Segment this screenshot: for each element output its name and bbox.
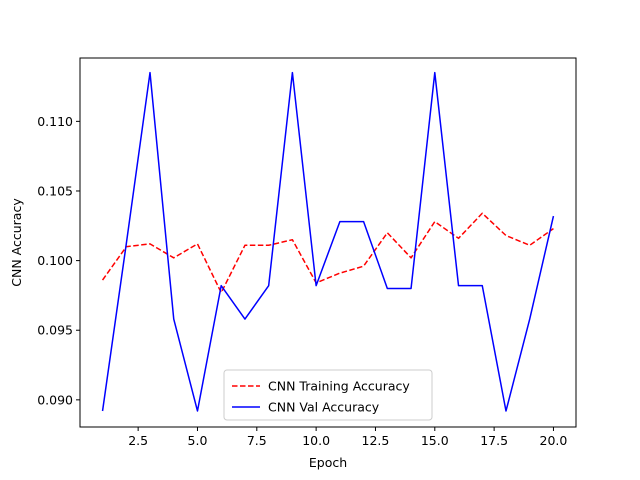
x-tick-label: 12.5 bbox=[362, 433, 390, 448]
x-axis: 2.5 5.0 7.5 10.0 12.5 15.0 17.5 20.0 bbox=[128, 427, 567, 448]
series-line-val bbox=[101, 71, 555, 412]
x-tick-label: 15.0 bbox=[421, 433, 449, 448]
y-axis-title: CNN Accuracy bbox=[9, 198, 24, 287]
x-tick-label: 2.5 bbox=[128, 433, 148, 448]
y-tick-label: 0.090 bbox=[37, 392, 73, 407]
plot-area bbox=[79, 57, 577, 428]
x-tick-label: 20.0 bbox=[540, 433, 568, 448]
legend-box bbox=[223, 369, 433, 421]
x-axis-title: Epoch bbox=[309, 455, 347, 470]
y-tick-label: 0.100 bbox=[37, 253, 73, 268]
y-tick-label: 0.105 bbox=[37, 183, 73, 198]
y-tick-label: 0.095 bbox=[37, 323, 73, 338]
x-tick-label: 10.0 bbox=[302, 433, 330, 448]
y-tick-label: 0.110 bbox=[37, 114, 73, 129]
x-tick-label: 17.5 bbox=[480, 433, 508, 448]
legend-label: CNN Training Accuracy bbox=[268, 379, 410, 394]
legend-label: CNN Val Accuracy bbox=[268, 400, 380, 415]
series-line-training bbox=[101, 212, 554, 294]
legend: CNN Training Accuracy CNN Val Accuracy bbox=[223, 369, 433, 421]
y-axis: 0.090 0.095 0.100 0.105 0.110 bbox=[37, 114, 80, 407]
series-layer bbox=[101, 71, 555, 412]
x-tick-label: 7.5 bbox=[247, 433, 267, 448]
plot-frame bbox=[79, 57, 577, 428]
x-tick-label: 5.0 bbox=[188, 433, 208, 448]
